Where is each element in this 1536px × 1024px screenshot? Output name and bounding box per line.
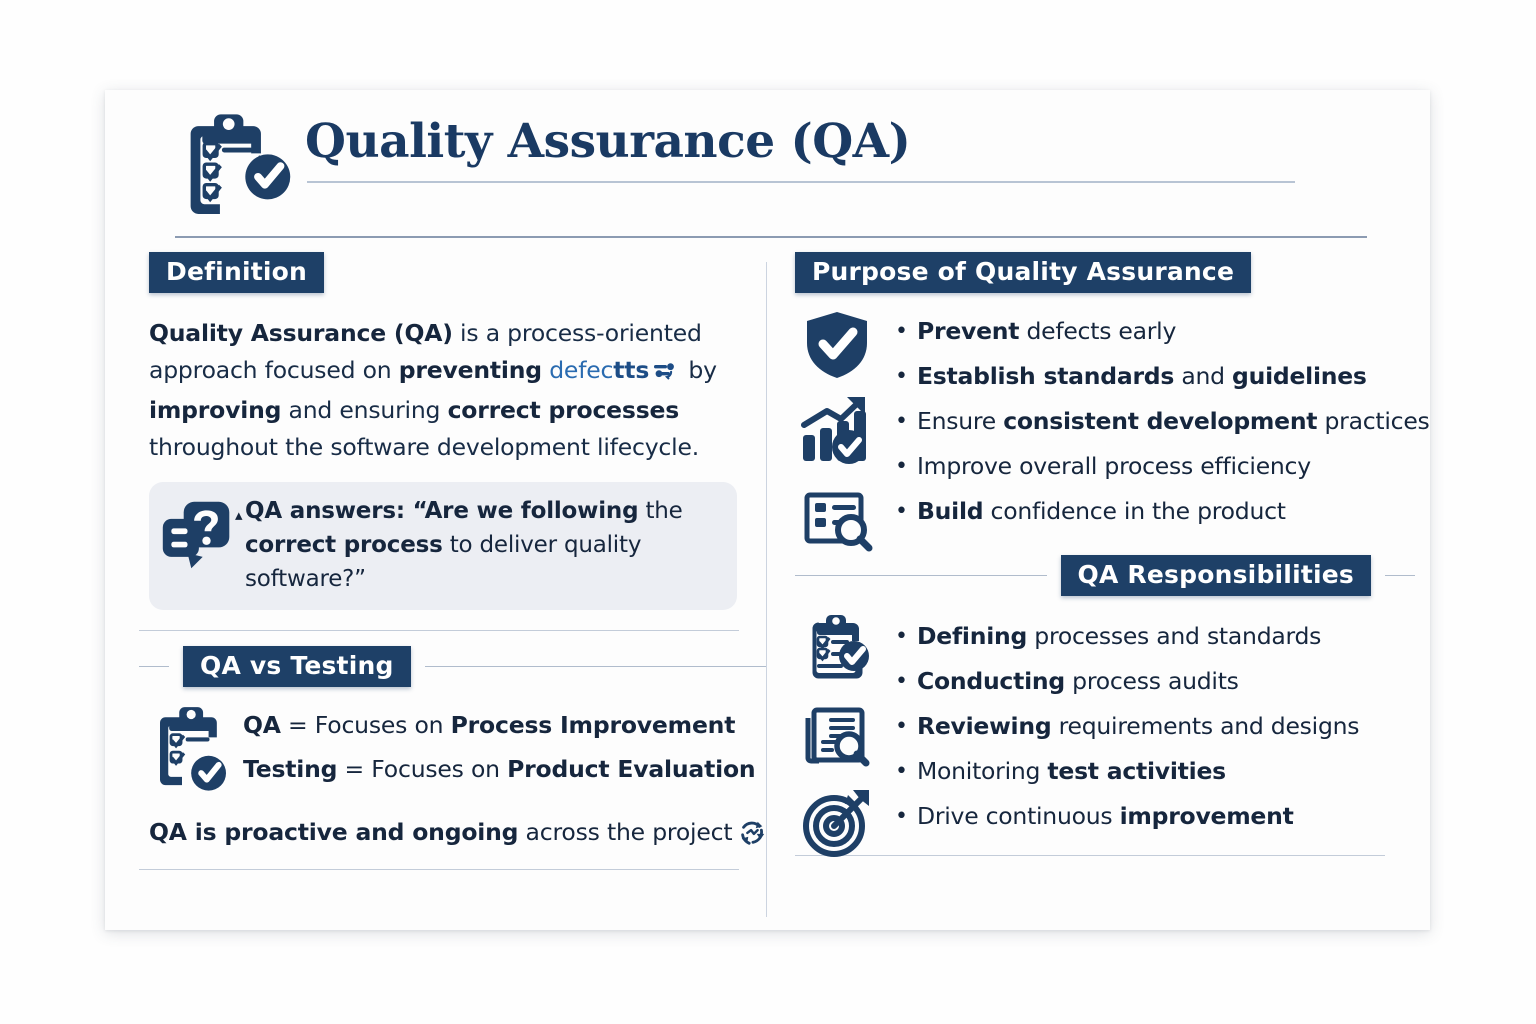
purpose-items: Prevent defects early Establish standard… xyxy=(895,309,1430,534)
responsibilities-items: Defining processes and standards Conduct… xyxy=(895,614,1415,839)
badge-rule-right xyxy=(1385,574,1415,576)
qa-proactive-note: QA is proactive and ongoing across the p… xyxy=(131,817,766,847)
qa-vs-testing-rows: QA = Focuses on Process Improvement Test… xyxy=(131,703,766,803)
right-column: Purpose of Quality Assurance xyxy=(795,252,1430,924)
list-item: Improve overall process efficiency xyxy=(895,444,1415,489)
cycle-arrows-icon xyxy=(737,817,767,847)
list-item: Monitoring test activities xyxy=(895,749,1415,794)
qa-vs-testing-row-testing: Testing = Focuses on Product Evaluation xyxy=(243,755,756,783)
responsibilities-icons xyxy=(801,614,887,872)
list-item: Ensure consistent development practices xyxy=(895,399,1430,444)
section-rule-bottom xyxy=(139,869,739,870)
qa-vs-testing-section: QA vs Testing xyxy=(131,630,766,870)
flow-filter-icon xyxy=(653,355,677,392)
infographic-card: Quality Assurance (QA) Definition Qualit… xyxy=(105,90,1430,930)
list-item: Drive continuous improvement xyxy=(895,794,1415,839)
list-item: Prevent defects early xyxy=(895,309,1415,354)
qa-question-text: QA answers: “Are we following the correc… xyxy=(245,498,683,592)
definition-paragraph: Quality Assurance (QA) is a process-orie… xyxy=(149,319,717,461)
qa-question-callout: ▴ QA answers: “Are we following the corr… xyxy=(149,482,737,610)
clipboard-check-badge-icon xyxy=(801,614,873,686)
list-item: Conducting process audits xyxy=(895,659,1415,704)
purpose-section: Purpose of Quality Assurance xyxy=(795,252,1430,552)
page-title: Quality Assurance (QA) xyxy=(305,114,911,169)
list-item: Establish standards and guidelines xyxy=(895,354,1415,399)
responsibilities-badge: QA Responsibilities xyxy=(1060,554,1371,596)
shield-check-icon xyxy=(801,309,873,381)
responsibilities-badge-row: QA Responsibilities xyxy=(795,552,1415,598)
list-item: Reviewing requirements and designs xyxy=(895,704,1415,749)
callout-caret: ▴ xyxy=(235,507,243,524)
header: Quality Assurance (QA) xyxy=(105,90,1430,245)
qa-vs-testing-badge: QA vs Testing xyxy=(183,645,411,687)
list-item: Defining processes and standards xyxy=(895,614,1415,659)
header-divider xyxy=(175,236,1367,238)
growth-chart-check-icon xyxy=(801,395,873,467)
target-dart-icon xyxy=(801,786,873,858)
clipboard-gear-check-icon xyxy=(149,707,237,799)
clipboard-gear-check-icon xyxy=(175,112,300,230)
left-column: Definition Quality Assurance (QA) is a p… xyxy=(131,252,766,924)
question-speech-bubble-icon xyxy=(159,498,235,574)
list-item: Build confidence in the product xyxy=(895,489,1415,534)
responsibilities-list-block: Defining processes and standards Conduct… xyxy=(795,614,1415,857)
purpose-badge: Purpose of Quality Assurance xyxy=(795,252,1252,293)
qa-vs-testing-row-qa: QA = Focuses on Process Improvement xyxy=(243,711,736,739)
title-underline xyxy=(307,181,1295,183)
section-rule-top xyxy=(139,630,739,631)
qa-vs-testing-badge-row: QA vs Testing xyxy=(131,643,766,689)
badge-rule-right xyxy=(424,665,766,667)
badge-rule-left xyxy=(795,574,1047,576)
responsibilities-bottom-rule xyxy=(795,855,1385,856)
badge-rule-left xyxy=(139,665,169,667)
document-magnifier-icon xyxy=(801,481,873,553)
definition-badge: Definition xyxy=(149,252,325,293)
responsibilities-section: QA Responsibilities xyxy=(795,552,1415,857)
definition-section: Definition Quality Assurance (QA) is a p… xyxy=(131,252,766,610)
column-divider xyxy=(766,262,767,917)
purpose-icons xyxy=(801,309,887,567)
purpose-list-block: Prevent defects early Establish standard… xyxy=(795,309,1430,552)
documents-magnifier-icon xyxy=(801,700,873,772)
